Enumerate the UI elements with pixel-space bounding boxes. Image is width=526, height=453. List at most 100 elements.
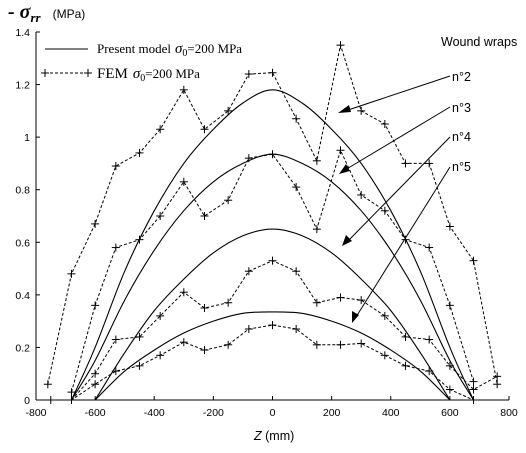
fem-point bbox=[469, 256, 478, 265]
fem-point bbox=[336, 41, 345, 50]
fem-point bbox=[200, 304, 209, 312]
fem-point bbox=[179, 338, 188, 347]
legend-model-value: =200 MPa bbox=[187, 41, 242, 56]
legend-fem-label: FEM σ0=200 MPa bbox=[97, 66, 200, 84]
fem-point bbox=[268, 256, 277, 265]
axes: 0 0.2 0.4 0.6 0.8 1 1.2 1.4 -800 -600 -400 -200 0 200… bbox=[15, 27, 518, 419]
fem-point bbox=[357, 296, 366, 305]
fem-point bbox=[91, 369, 100, 378]
fem-point bbox=[67, 388, 76, 397]
annotation-n5: n°5 bbox=[452, 160, 471, 174]
annotation-arrows bbox=[338, 75, 451, 323]
legend-fem-sub: 0 bbox=[140, 73, 145, 84]
legend-fem-text: FEM bbox=[97, 66, 128, 82]
y-axis-symbol: - σ bbox=[8, 1, 32, 23]
legend-fem-marker-right bbox=[84, 69, 92, 77]
model-lines bbox=[70, 89, 475, 401]
fem-point bbox=[292, 183, 301, 192]
arrow-n4 bbox=[347, 136, 451, 242]
fem-point bbox=[46, 396, 55, 404]
fem-point bbox=[200, 212, 209, 220]
annotation-n2: n°2 bbox=[452, 70, 471, 84]
y-tick-label: 0 bbox=[24, 395, 30, 407]
fem-point bbox=[312, 156, 321, 165]
legend: Present model σ0=200 MPa FEM σ0=200 MPa bbox=[41, 41, 242, 84]
fem-point bbox=[67, 396, 76, 404]
fem-point bbox=[380, 351, 389, 360]
fem-point bbox=[425, 159, 434, 168]
fem-point bbox=[91, 380, 100, 389]
fem-point bbox=[357, 190, 366, 199]
fem-point bbox=[200, 125, 209, 134]
model-curve-5 bbox=[94, 311, 451, 401]
fem-point bbox=[67, 269, 76, 278]
x-tick-label: 200 bbox=[323, 407, 341, 419]
fem-point bbox=[268, 150, 277, 159]
fem-point bbox=[336, 146, 345, 155]
x-tick-label: -200 bbox=[203, 407, 224, 419]
fem-point bbox=[292, 325, 301, 334]
fem-point bbox=[91, 301, 100, 310]
x-tick-label: 0 bbox=[270, 407, 276, 419]
fem-point bbox=[268, 68, 277, 77]
fem-point bbox=[91, 219, 100, 228]
fem-point bbox=[224, 106, 233, 115]
fem-point bbox=[380, 311, 389, 320]
y-tick-label: 0.8 bbox=[15, 185, 30, 197]
fem-point bbox=[357, 339, 366, 348]
fem-point bbox=[135, 332, 144, 341]
fem-point bbox=[445, 385, 454, 394]
fem-point bbox=[357, 106, 366, 115]
arrow-n2 bbox=[344, 75, 451, 112]
fem-point bbox=[224, 196, 233, 205]
legend-fem-sigma: σ bbox=[133, 66, 141, 82]
fem-point bbox=[401, 332, 410, 341]
fem-point bbox=[111, 162, 120, 171]
fem-point bbox=[135, 148, 144, 157]
fem-point bbox=[445, 222, 454, 231]
fem-point bbox=[401, 235, 410, 244]
model-curve-4 bbox=[94, 228, 451, 401]
arrowhead-n2 bbox=[338, 105, 351, 113]
fem-point bbox=[469, 396, 478, 404]
fem-point bbox=[445, 301, 454, 310]
fem-point bbox=[135, 361, 144, 370]
legend-model-sigma: σ bbox=[175, 41, 183, 57]
fem-point bbox=[380, 120, 389, 128]
y-tick-label: 1.4 bbox=[15, 27, 30, 39]
fem-point bbox=[469, 377, 478, 386]
fem-point bbox=[312, 340, 321, 349]
arrowhead-n5 bbox=[352, 311, 359, 323]
fem-point bbox=[43, 380, 52, 389]
fem-point bbox=[312, 298, 321, 307]
fem-point bbox=[336, 293, 345, 302]
fem-point bbox=[156, 351, 165, 360]
fem-point bbox=[200, 346, 209, 355]
y-tick-label: 0.6 bbox=[15, 237, 30, 249]
fem-point bbox=[292, 267, 301, 276]
fem-point bbox=[135, 235, 144, 244]
fem-point bbox=[156, 125, 165, 134]
fem-point bbox=[179, 85, 188, 94]
fem-point bbox=[268, 321, 277, 330]
fem-curve-3 bbox=[71, 148, 474, 393]
fem-point bbox=[401, 159, 410, 168]
legend-model-sub: 0 bbox=[182, 48, 187, 59]
fem-curve-5 bbox=[50, 324, 474, 401]
annotation-title: Wound wraps bbox=[441, 35, 517, 49]
y-tick-label: 1.2 bbox=[15, 80, 30, 92]
x-axis-variable: Z bbox=[253, 429, 262, 443]
x-tick-label: -800 bbox=[25, 407, 46, 419]
model-curve-2 bbox=[70, 89, 475, 401]
fem-point bbox=[493, 372, 502, 381]
fem-point bbox=[111, 335, 120, 344]
fem-point bbox=[244, 70, 253, 79]
y-tick-label: 0.2 bbox=[15, 342, 30, 354]
fem-point bbox=[493, 380, 502, 389]
fem-point bbox=[425, 367, 434, 376]
legend-model-text: Present model bbox=[97, 41, 171, 56]
arrow-n3 bbox=[344, 106, 451, 171]
fem-point bbox=[156, 311, 165, 320]
fem-point bbox=[224, 298, 233, 307]
